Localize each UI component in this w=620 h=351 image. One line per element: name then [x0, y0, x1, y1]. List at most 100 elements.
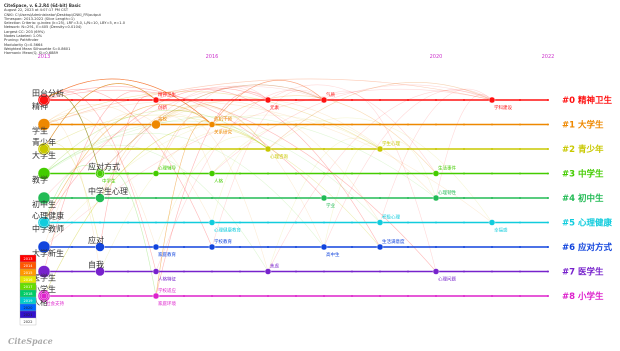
- keyword-node[interactable]: [488, 96, 496, 104]
- minor-node: [323, 148, 325, 150]
- minor-node: [71, 99, 73, 101]
- keyword-node[interactable]: [432, 170, 440, 177]
- keyword-label: 高校: [158, 116, 167, 123]
- co-occurrence-arc: [43, 78, 213, 125]
- keyword-node[interactable]: [151, 119, 161, 130]
- co-occurrence-arc: [43, 104, 213, 223]
- minor-node: [351, 221, 353, 224]
- co-occurrence-arc: [211, 80, 325, 125]
- minor-node: [127, 197, 129, 199]
- keyword-label: 人格: [32, 297, 48, 307]
- minor-node: [183, 172, 185, 175]
- info-line: August 22, 2023 at 4:07:17 PM CST: [4, 8, 69, 13]
- keyword-node[interactable]: [488, 219, 496, 226]
- co-occurrence-arc: [99, 168, 157, 297]
- keyword-node[interactable]: [320, 243, 328, 251]
- keyword-node[interactable]: [208, 219, 216, 226]
- keyword-node[interactable]: [208, 121, 216, 128]
- keyword-node[interactable]: [208, 243, 216, 251]
- minor-node: [463, 295, 465, 297]
- cluster-label: #6 应对方式: [562, 242, 612, 253]
- year-tick-label: 2013: [38, 54, 51, 60]
- keyword-label: 高中生: [326, 251, 340, 258]
- keyword-node[interactable]: [37, 118, 51, 131]
- keyword-node[interactable]: [264, 145, 272, 153]
- co-occurrence-arc: [43, 90, 157, 272]
- keyword-label: 青少年: [32, 137, 56, 147]
- co-occurrence-arc: [43, 78, 213, 125]
- co-occurrence-arc: [43, 78, 213, 125]
- keyword-node[interactable]: [39, 95, 49, 105]
- keyword-node[interactable]: [152, 96, 160, 104]
- keyword-node[interactable]: [37, 265, 51, 278]
- keyword-node[interactable]: [432, 194, 440, 202]
- keyword-node[interactable]: [39, 144, 49, 154]
- minor-node: [295, 221, 297, 224]
- minor-node: [295, 123, 297, 126]
- minor-node: [183, 197, 185, 199]
- co-occurrence-arc: [43, 116, 437, 199]
- co-occurrence-arc: [43, 91, 381, 150]
- keyword-label: 焦虑: [270, 263, 279, 270]
- keyword-node[interactable]: [96, 170, 104, 177]
- minor-node: [519, 99, 521, 101]
- co-occurrence-arc: [43, 124, 269, 297]
- co-occurrence-arc: [323, 89, 493, 248]
- co-occurrence-arc: [43, 90, 157, 272]
- info-line: Network: N=291, E=405 (Density=0.0104): [4, 25, 82, 30]
- keyword-node[interactable]: [39, 217, 49, 228]
- keyword-node[interactable]: [264, 96, 272, 104]
- keyword-label: 生活满意度: [382, 238, 405, 245]
- keyword-node[interactable]: [95, 242, 105, 252]
- keyword-label: 大学生: [32, 150, 56, 160]
- minor-node: [463, 197, 465, 199]
- minor-node: [407, 246, 409, 248]
- keyword-node[interactable]: [37, 240, 51, 254]
- co-occurrence-arc: [43, 114, 381, 248]
- keyword-node[interactable]: [376, 145, 384, 153]
- keyword-node[interactable]: [208, 170, 216, 177]
- minor-node: [71, 246, 73, 248]
- keyword-node[interactable]: [152, 292, 160, 300]
- keyword-node[interactable]: [376, 243, 384, 251]
- keyword-node[interactable]: [37, 167, 51, 180]
- co-occurrence-arc: [155, 120, 213, 297]
- minor-node: [71, 295, 73, 297]
- minor-node: [519, 270, 521, 273]
- minor-node: [323, 270, 325, 273]
- co-occurrence-arc: [155, 114, 269, 272]
- minor-node: [407, 99, 409, 101]
- keyword-label: 气质: [326, 91, 335, 98]
- minor-node: [127, 221, 129, 224]
- minor-node: [183, 123, 185, 126]
- minor-node: [295, 270, 297, 273]
- keyword-node[interactable]: [40, 292, 48, 300]
- keyword-node[interactable]: [264, 268, 272, 275]
- minor-node: [435, 295, 437, 297]
- co-occurrence-arc: [43, 124, 269, 297]
- minor-node: [547, 197, 549, 199]
- keyword-node[interactable]: [152, 170, 160, 177]
- keyword-node[interactable]: [152, 268, 160, 275]
- minor-node: [351, 246, 353, 248]
- co-occurrence-arc: [379, 88, 493, 223]
- keyword-node[interactable]: [432, 268, 440, 275]
- keyword-node[interactable]: [320, 194, 328, 202]
- minor-node: [323, 295, 325, 297]
- keyword-node[interactable]: [95, 266, 105, 277]
- minor-node: [239, 148, 241, 150]
- legend-label: 2016: [24, 278, 33, 282]
- minor-node: [155, 221, 157, 224]
- minor-node: [547, 246, 549, 248]
- co-occurrence-arc: [211, 89, 325, 248]
- keyword-node[interactable]: [320, 96, 328, 104]
- keyword-label: 家庭环境: [158, 300, 176, 307]
- keyword-node[interactable]: [95, 193, 105, 203]
- keyword-node[interactable]: [152, 243, 160, 251]
- keyword-node[interactable]: [37, 191, 51, 205]
- keyword-node[interactable]: [376, 219, 384, 226]
- minor-node: [155, 148, 157, 150]
- co-occurrence-arc: [155, 104, 269, 150]
- co-occurrence-arc: [155, 101, 381, 223]
